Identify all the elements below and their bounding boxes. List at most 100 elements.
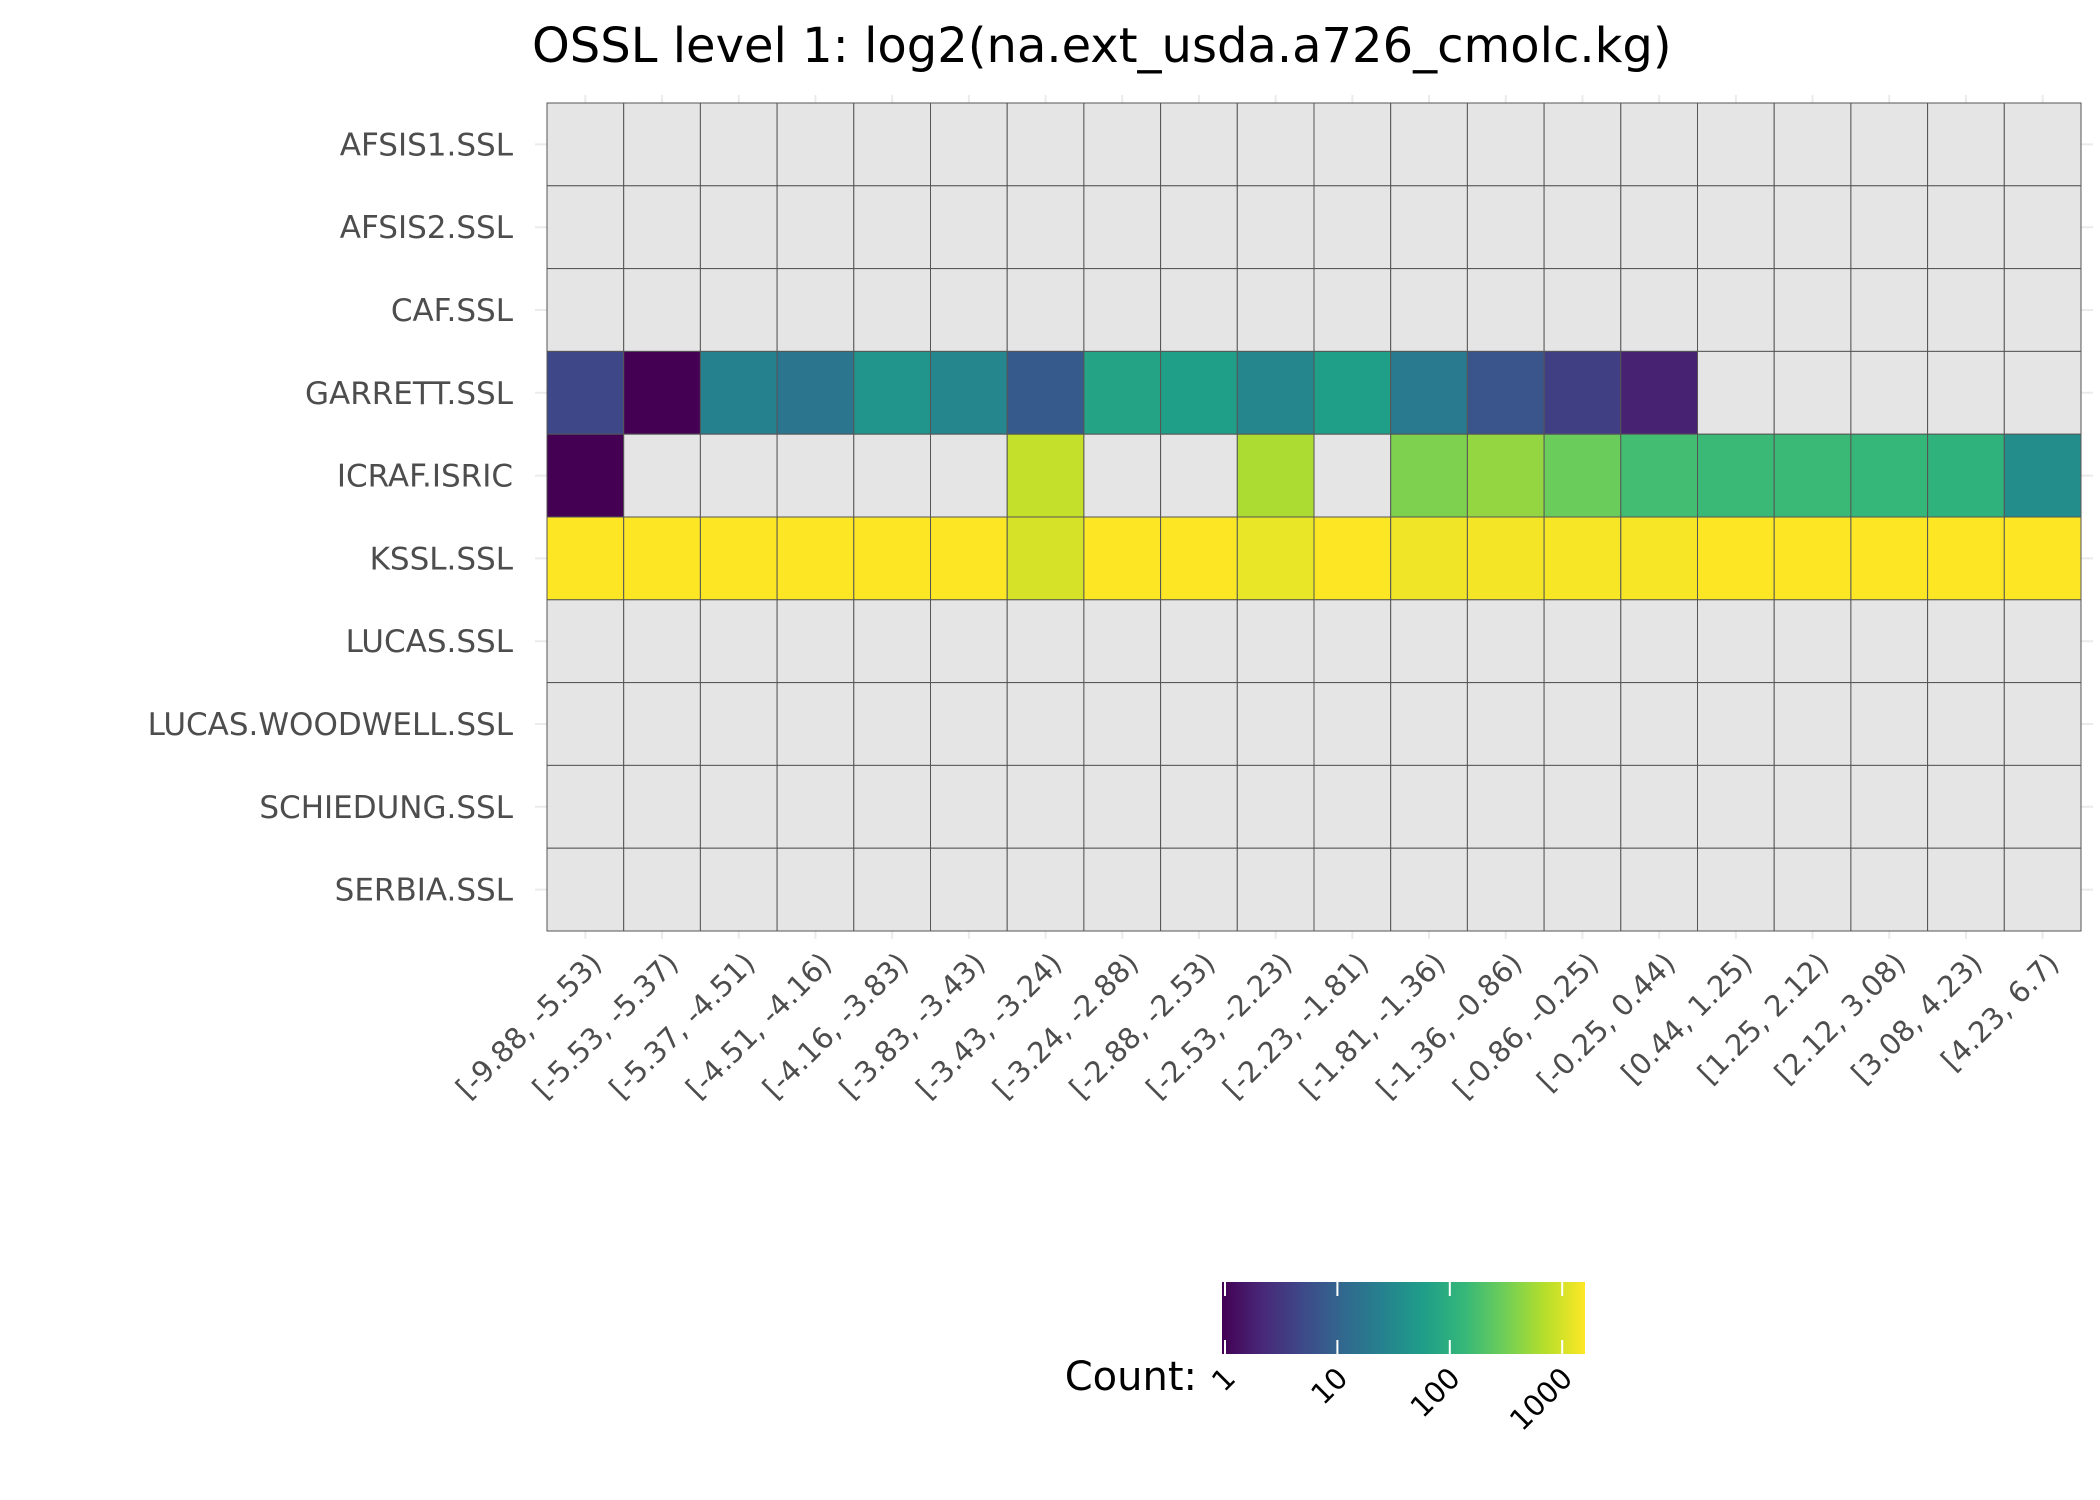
heatmap-cell <box>699 682 778 766</box>
heatmap-cell <box>930 350 1008 435</box>
heatmap-cell <box>1850 599 1929 684</box>
heatmap-cell <box>1773 682 1852 766</box>
heatmap-cell <box>623 102 701 187</box>
row-label: GARRETT.SSL <box>305 376 514 412</box>
heatmap-cell <box>1697 433 1775 518</box>
heatmap-cell <box>1697 599 1775 684</box>
heatmap-cell <box>776 350 855 435</box>
heatmap-cell <box>1850 102 1929 187</box>
heatmap-cell <box>1313 599 1392 684</box>
heatmap-cell <box>776 764 855 849</box>
heatmap-cell <box>1773 599 1852 684</box>
heatmap-cell <box>1543 682 1622 766</box>
heatmap-cell <box>1697 764 1775 849</box>
heatmap-cell <box>546 516 625 601</box>
heatmap-cell <box>1773 350 1852 435</box>
heatmap-cell <box>546 102 625 187</box>
heatmap-cell <box>1543 516 1622 601</box>
heatmap-cell <box>546 764 625 849</box>
heatmap-cell <box>1236 516 1315 601</box>
heatmap-cell <box>546 185 625 270</box>
heatmap-cell <box>1927 516 2005 601</box>
heatmap-cell <box>1006 682 1085 766</box>
row-labels: AFSIS1.SSL AFSIS2.SSL CAF.SSL GARRETT.SSL IC… <box>148 127 514 908</box>
heatmap-cell <box>1466 516 1545 601</box>
heatmap-cell <box>546 350 625 435</box>
heatmap-cell <box>2003 102 2082 187</box>
heatmap-cell <box>1313 516 1392 601</box>
heatmap-cell <box>1773 268 1852 352</box>
heatmap-cell <box>623 185 701 270</box>
heatmap-cell <box>1620 268 1699 352</box>
heatmap-cell <box>1006 516 1085 601</box>
heatmap-cell <box>1620 185 1699 270</box>
legend-tick-label: 1 <box>1205 1361 1242 1398</box>
heatmap-cell <box>776 102 855 187</box>
heatmap-cell <box>1850 764 1929 849</box>
heatmap-cell <box>1313 350 1392 435</box>
heatmap-cell <box>1160 433 1238 518</box>
heatmap-cell <box>1083 764 1162 849</box>
row-label: LUCAS.SSL <box>346 624 514 660</box>
heatmap-cell <box>1466 682 1545 766</box>
heatmap-cell <box>1620 350 1699 435</box>
heatmap-cell <box>1006 847 1085 932</box>
heatmap-cell <box>699 268 778 352</box>
heatmap-cell <box>930 599 1008 684</box>
heatmap-cell <box>776 847 855 932</box>
heatmap-cell <box>1083 268 1162 352</box>
heatmap-cell <box>1006 433 1085 518</box>
heatmap-cell <box>1390 433 1468 518</box>
heatmap-cell <box>1236 847 1315 932</box>
heatmap-cell <box>853 682 931 766</box>
heatmap-cell <box>699 599 778 684</box>
heatmap-cell <box>1927 847 2005 932</box>
heatmap-cell <box>1697 185 1775 270</box>
heatmap-cell <box>1697 268 1775 352</box>
row-label: KSSL.SSL <box>370 541 514 577</box>
heatmap-cell <box>699 185 778 270</box>
row-label: AFSIS1.SSL <box>340 127 514 163</box>
heatmap-cell <box>776 268 855 352</box>
legend-colorbar <box>1222 1282 1585 1354</box>
heatmap-cell <box>1160 764 1238 849</box>
heatmap-cell <box>2003 350 2082 435</box>
heatmap-cell <box>1697 516 1775 601</box>
column-labels: [-9.88, -5.53)[-5.53, -5.37)[-5.37, -4.5… <box>449 946 2065 1105</box>
heatmap-cell <box>1620 433 1699 518</box>
heatmap-cell <box>1773 433 1852 518</box>
heatmap-cell <box>546 847 625 932</box>
heatmap-cell <box>1620 102 1699 187</box>
heatmap-cell <box>1236 433 1315 518</box>
heatmap-cell <box>776 433 855 518</box>
heatmap-cell <box>776 185 855 270</box>
heatmap-cell <box>546 268 625 352</box>
heatmap-cell <box>1236 268 1315 352</box>
heatmap-cell <box>699 847 778 932</box>
heatmap-cell <box>1927 350 2005 435</box>
heatmap-cell <box>1006 599 1085 684</box>
heatmap-cell <box>1543 102 1622 187</box>
heatmap-cell <box>1313 185 1392 270</box>
heatmap-cell <box>1466 764 1545 849</box>
heatmap-cell <box>699 764 778 849</box>
heatmap-cell <box>1927 682 2005 766</box>
heatmap-cell <box>1850 268 1929 352</box>
heatmap-cell <box>1620 682 1699 766</box>
heatmap-cell <box>1160 682 1238 766</box>
heatmap-cell <box>1850 682 1929 766</box>
heatmap-cell <box>1697 350 1775 435</box>
heatmap-cell <box>853 599 931 684</box>
row-label: CAF.SSL <box>391 293 514 329</box>
heatmap-cell <box>1313 764 1392 849</box>
heatmap-cell <box>1313 268 1392 352</box>
heatmap-cell <box>623 682 701 766</box>
heatmap-cell <box>1390 350 1468 435</box>
heatmap-cell <box>1390 764 1468 849</box>
heatmap-cell <box>1236 102 1315 187</box>
heatmap-cell <box>853 764 931 849</box>
heatmap-cell <box>776 682 855 766</box>
heatmap-cell <box>1927 433 2005 518</box>
heatmap-cell <box>1083 599 1162 684</box>
heatmap-cell <box>1083 516 1162 601</box>
